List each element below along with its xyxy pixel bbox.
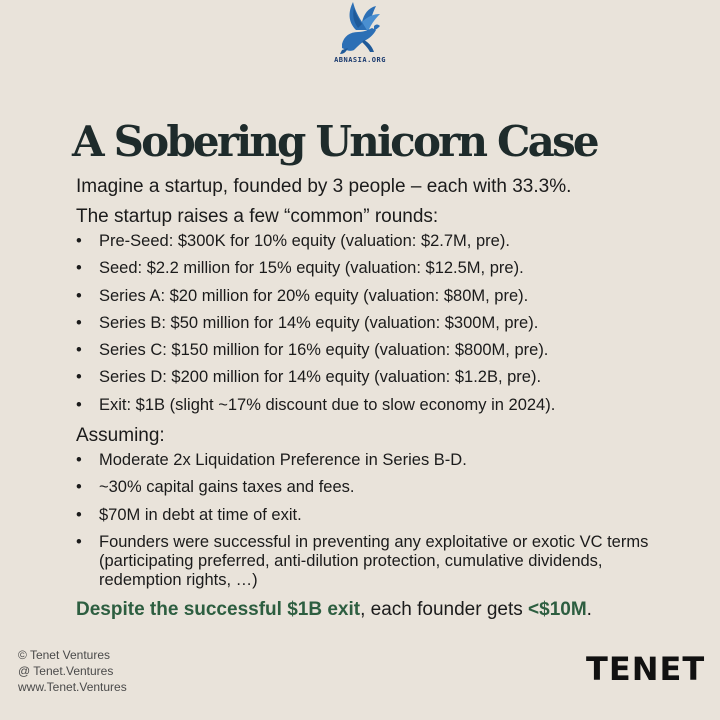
list-item: Pre-Seed: $300K for 10% equity (valuatio…: [76, 232, 696, 259]
copyright-text: © Tenet Ventures: [18, 648, 111, 662]
conclusion-highlight: Despite the successful $1B exit: [76, 598, 361, 620]
list-item: Series B: $50 million for 14% equity (va…: [76, 314, 696, 341]
winged-horse-icon: [340, 2, 380, 54]
list-item: Exit: $1B (slight ~17% discount due to s…: [76, 396, 696, 423]
page-title: A Sobering Unicorn Case: [72, 117, 600, 166]
conclusion: Despite the successful $1B exit, each fo…: [76, 598, 696, 622]
list-item: Seed: $2.2 million for 15% equity (valua…: [76, 259, 696, 286]
list-item: Series C: $150 million for 16% equity (v…: [76, 341, 696, 368]
rounds-list: Pre-Seed: $300K for 10% equity (valuatio…: [76, 232, 696, 423]
main-content: Imagine a startup, founded by 3 people –…: [76, 174, 696, 622]
rounds-heading: The startup raises a few “common” rounds…: [76, 206, 439, 227]
intro-text: Imagine a startup, founded by 3 people –…: [76, 176, 572, 197]
assuming-heading: Assuming:: [76, 425, 165, 447]
conclusion-end: .: [586, 598, 592, 620]
assumptions-list: Moderate 2x Liquidation Preference in Se…: [76, 451, 696, 596]
list-item: Moderate 2x Liquidation Preference in Se…: [76, 451, 696, 478]
list-item: Founders were successful in preventing a…: [76, 533, 669, 596]
conclusion-middle: , each founder gets: [360, 598, 529, 620]
footer-credits: © Tenet Ventures @ Tenet.Ventures www.Te…: [18, 647, 127, 695]
handle-text: @ Tenet.Ventures: [18, 664, 114, 678]
conclusion-amount: <$10M: [528, 598, 587, 620]
list-item: ~30% capital gains taxes and fees.: [76, 478, 696, 505]
list-item: Series A: $20 million for 20% equity (va…: [76, 287, 696, 314]
website-text: www.Tenet.Ventures: [18, 680, 127, 694]
list-item: $70M in debt at time of exit.: [76, 506, 696, 533]
list-item: Series D: $200 million for 14% equity (v…: [76, 368, 696, 395]
brand-logo: TENET: [586, 650, 706, 688]
abnasia-logo: ABNASIA.ORG: [318, 0, 402, 68]
logo-text: ABNASIA.ORG: [334, 56, 386, 64]
